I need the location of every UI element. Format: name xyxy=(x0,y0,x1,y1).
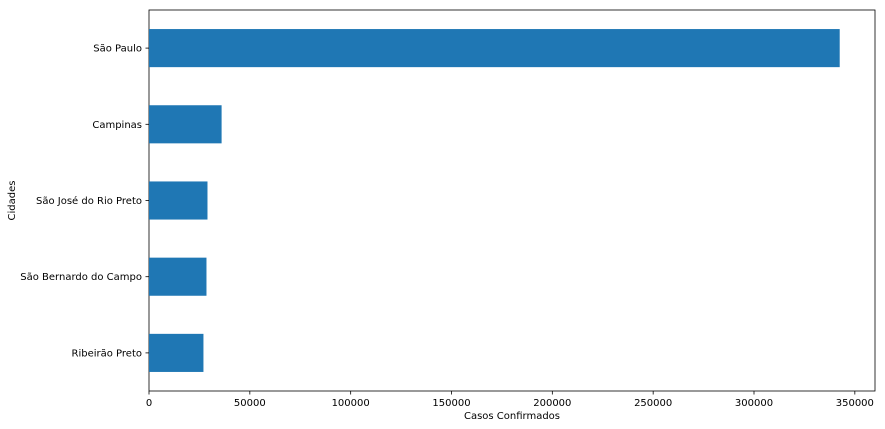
x-tick-label: 100000 xyxy=(332,398,370,409)
bar xyxy=(149,333,204,372)
x-axis-ticks: 0 50000 100000 150000 200000 250000 300000 3500… xyxy=(146,391,874,409)
plot-border xyxy=(148,9,876,392)
x-tick-label: 300000 xyxy=(735,398,773,409)
x-axis-label: Casos Confirmados xyxy=(464,411,560,422)
x-tick-label: 350000 xyxy=(836,398,874,409)
y-tick-label: São Bernardo do Campo xyxy=(20,272,142,283)
y-tick-label: São Paulo xyxy=(93,44,142,55)
y-axis-ticks: São Paulo Campinas São José do Rio Preto Sã… xyxy=(20,44,149,359)
x-tick-label: 50000 xyxy=(234,398,266,409)
x-tick-label: 200000 xyxy=(533,398,571,409)
y-tick-label: São José do Rio Preto xyxy=(36,195,142,207)
bar xyxy=(149,29,840,68)
x-tick-label: 250000 xyxy=(634,398,672,409)
x-tick-label: 0 xyxy=(146,398,152,409)
y-tick-label: Campinas xyxy=(92,120,142,131)
bars-group xyxy=(149,29,840,372)
bar xyxy=(149,105,222,144)
bar xyxy=(149,257,207,296)
x-tick-label: 150000 xyxy=(432,398,470,409)
y-axis-label: Cidades xyxy=(7,181,18,221)
bar xyxy=(149,181,208,220)
y-tick-label: Ribeirão Preto xyxy=(72,348,142,359)
plot-frame xyxy=(148,9,876,392)
